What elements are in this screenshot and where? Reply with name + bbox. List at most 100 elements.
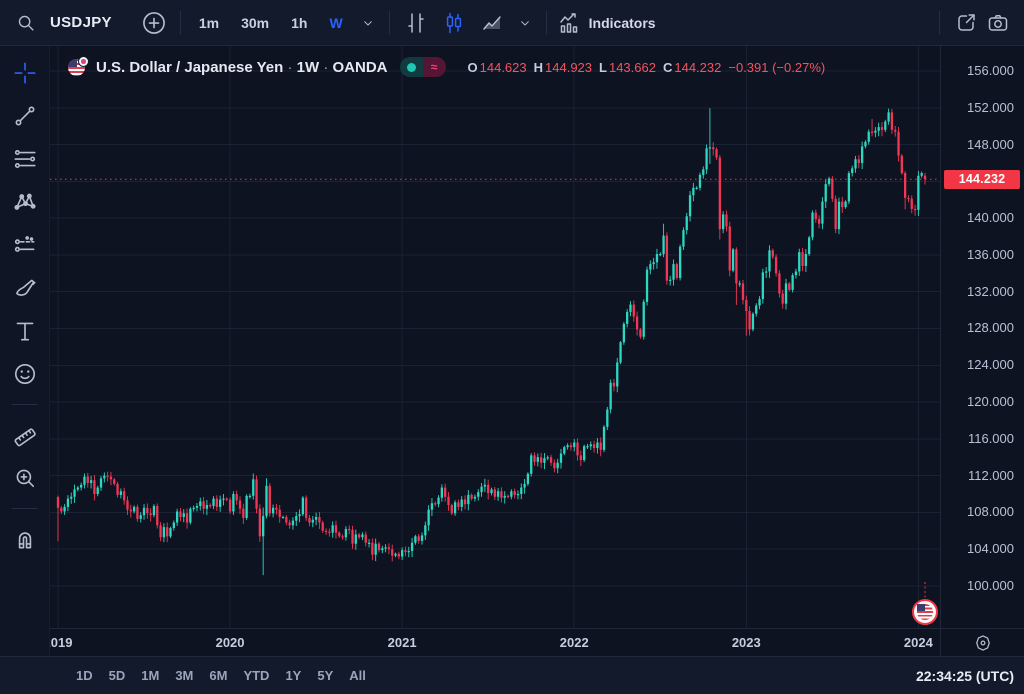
range-ytd-button[interactable]: YTD xyxy=(243,668,270,683)
price-tick: 132.000 xyxy=(967,283,1014,299)
price-tick: 148.000 xyxy=(967,136,1014,152)
axis-settings-corner xyxy=(940,628,1024,656)
compare-add-button[interactable] xyxy=(138,7,170,39)
price-axis[interactable]: 144.232 156.000 152.000 148.000 140.000 136.… xyxy=(940,46,1024,628)
chart-type-menu-button[interactable] xyxy=(514,7,536,39)
symbol-search-button[interactable] xyxy=(10,7,42,39)
timeframe-1h-button[interactable]: 1h xyxy=(291,14,308,31)
usdjpy-flags-icon xyxy=(68,56,89,77)
tool-crosshair-button[interactable] xyxy=(8,58,42,88)
candlestick-chart[interactable] xyxy=(50,46,940,628)
tool-trend-line-button[interactable] xyxy=(8,101,42,131)
year-tick: 2020 xyxy=(215,635,245,650)
zoom-in-icon xyxy=(16,469,34,488)
change-value: −0.391 (−0.27%) xyxy=(728,59,826,75)
text-tool-icon xyxy=(16,322,33,341)
plus-circle-icon xyxy=(142,11,165,34)
range-5y-button[interactable]: 5Y xyxy=(317,668,334,683)
tool-fib-lines-button[interactable] xyxy=(8,144,42,174)
timeframe-1m-button[interactable]: 1m xyxy=(198,14,220,31)
tool-zoom-in-button[interactable] xyxy=(8,463,42,493)
brush-icon xyxy=(15,279,36,296)
clock-timezone[interactable]: 22:34:25 (UTC) xyxy=(915,667,1014,684)
timeframe-weekly-button[interactable]: W xyxy=(329,14,343,31)
chart-legend: U.S. Dollar / Japanese Yen · 1W · OANDA … xyxy=(68,56,826,77)
range-3m-button[interactable]: 3M xyxy=(175,668,194,683)
search-icon xyxy=(18,15,34,31)
price-tick: 120.000 xyxy=(967,394,1014,410)
symbol-name[interactable]: USDJPY xyxy=(50,14,112,31)
price-tick: 152.000 xyxy=(967,99,1014,115)
tool-text-button[interactable] xyxy=(8,316,42,346)
emoji-icon xyxy=(14,363,35,385)
economic-event-badge[interactable] xyxy=(912,599,938,625)
fib-lines-icon xyxy=(13,149,36,169)
indicators-button[interactable]: Indicators xyxy=(557,11,656,35)
crosshair-icon xyxy=(13,62,36,84)
range-1m-button[interactable]: 1M xyxy=(141,668,160,683)
toolbar-divider xyxy=(939,10,940,35)
candles-chart-type-icon xyxy=(446,12,461,33)
publish-share-button[interactable] xyxy=(950,7,982,39)
range-6m-button[interactable]: 6M xyxy=(209,668,228,683)
range-1d-button[interactable]: 1D xyxy=(76,668,93,683)
year-tick: 2021 xyxy=(387,635,417,650)
toolbar-divider xyxy=(545,10,547,35)
tool-brush-button[interactable] xyxy=(8,273,42,303)
tool-ruler-button[interactable] xyxy=(8,420,42,450)
chart-type-area-button[interactable] xyxy=(476,7,508,39)
price-tick: 100.000 xyxy=(967,577,1014,593)
chart-type-candles-button[interactable] xyxy=(438,7,470,39)
tool-forecast-button[interactable] xyxy=(8,230,42,260)
tool-xabcd-pattern-button[interactable] xyxy=(8,187,42,217)
share-external-icon xyxy=(958,13,975,31)
bars-chart-type-icon xyxy=(407,12,424,33)
chart-type-bars-button[interactable] xyxy=(400,7,432,39)
range-1y-button[interactable]: 1Y xyxy=(285,668,302,683)
price-tick: 136.000 xyxy=(967,246,1014,262)
year-tick: 2022 xyxy=(559,635,589,650)
price-tick: 128.000 xyxy=(967,320,1014,336)
gear-icon xyxy=(975,634,990,651)
year-tick: 2023 xyxy=(731,635,761,650)
time-axis[interactable]: 2019 2020 2021 2022 2023 2024 xyxy=(50,628,940,656)
area-chart-type-icon xyxy=(482,15,501,30)
open-value: 144.623 xyxy=(479,59,527,75)
chevron-down-icon xyxy=(363,20,372,25)
chart-pane[interactable]: U.S. Dollar / Japanese Yen · 1W · OANDA … xyxy=(50,46,940,628)
range-5d-button[interactable]: 5D xyxy=(108,668,126,683)
toolbar-divider xyxy=(11,508,38,509)
timeframe-30m-button[interactable]: 30m xyxy=(241,14,270,31)
series-visibility-toggle[interactable]: ≈ xyxy=(399,57,446,77)
axis-settings-button[interactable] xyxy=(971,631,995,655)
wave-indicator-icon: ≈ xyxy=(422,57,446,77)
low-value: 143.662 xyxy=(608,59,656,75)
price-tick: 104.000 xyxy=(967,541,1014,557)
ruler-icon xyxy=(14,428,36,447)
us-flag-icon xyxy=(917,604,933,620)
drawing-toolbar xyxy=(0,46,50,656)
ohlc-values: O 144.623 H 144.923 L 143.662 C 144.232 −0.3… xyxy=(467,59,826,75)
snapshot-button[interactable] xyxy=(982,7,1014,39)
price-tick: 116.000 xyxy=(967,430,1014,446)
timeframe-menu-button[interactable] xyxy=(357,7,379,39)
price-tick: 156.000 xyxy=(967,63,1014,78)
range-all-button[interactable]: All xyxy=(349,668,366,683)
tool-magnet-button[interactable] xyxy=(8,524,42,554)
tool-emoji-button[interactable] xyxy=(8,359,42,389)
indicators-label: Indicators xyxy=(588,14,656,31)
bottom-toolbar: 1D 5D 1M 3M 6M YTD 1Y 5Y All 22:34:25 (U… xyxy=(0,656,1024,694)
indicators-icon xyxy=(559,12,577,33)
price-tick: 112.000 xyxy=(967,467,1014,483)
trend-line-icon xyxy=(15,106,34,126)
toolbar-divider xyxy=(11,404,38,405)
toolbar-divider xyxy=(388,10,390,35)
price-tick: 108.000 xyxy=(967,504,1014,520)
year-tick: 2024 xyxy=(903,635,933,650)
symbol-title[interactable]: U.S. Dollar / Japanese Yen · 1W · OANDA xyxy=(96,58,388,76)
toolbar-divider xyxy=(179,10,181,35)
top-toolbar: USDJPY 1m 30m 1h W xyxy=(0,0,1024,46)
close-value: 144.232 xyxy=(674,59,722,75)
high-value: 144.923 xyxy=(545,59,593,75)
chevron-down-icon xyxy=(520,20,529,25)
